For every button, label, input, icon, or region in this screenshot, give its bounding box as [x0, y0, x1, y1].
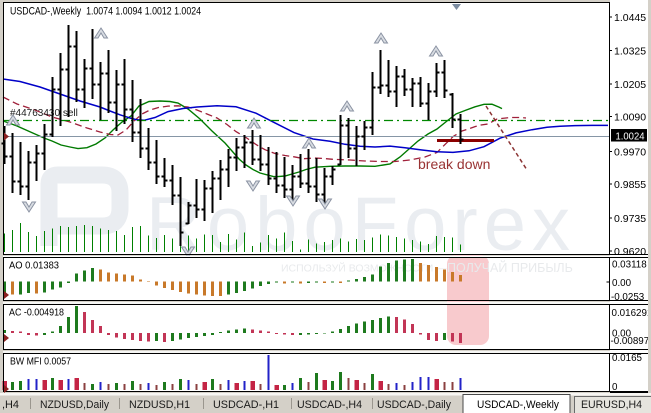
svg-text:-0.00897: -0.00897: [611, 336, 650, 347]
svg-text:AO 0.01383: AO 0.01383: [9, 260, 59, 272]
svg-text:BW MFI 0.0057: BW MFI 0.0057: [10, 356, 71, 368]
svg-text:NZDUSD,H1: NZDUSD,H1: [129, 399, 190, 411]
svg-text:USDCAD-,H1: USDCAD-,H1: [213, 399, 279, 411]
svg-text:,H4: ,H4: [2, 399, 19, 411]
svg-text:0.00: 0.00: [612, 278, 632, 289]
svg-text:0.0165: 0.0165: [612, 353, 643, 364]
svg-text:NZDUSD,Daily: NZDUSD,Daily: [40, 399, 109, 411]
svg-text:0.9620: 0.9620: [614, 246, 646, 258]
svg-text:0.03118: 0.03118: [612, 260, 647, 271]
svg-text:1.0205: 1.0205: [614, 79, 646, 91]
svg-text:ИСПОЛЬЗУЙ ВОЗМОЖНОСТИ —: ИСПОЛЬЗУЙ ВОЗМОЖНОСТИ —: [281, 262, 447, 275]
svg-text:0.9970: 0.9970: [614, 147, 646, 159]
svg-text:-0.0253: -0.0253: [611, 292, 645, 303]
svg-text:EURUSD,H4: EURUSD,H4: [581, 399, 642, 411]
svg-text:0.9735: 0.9735: [614, 213, 646, 225]
svg-text:break down: break down: [418, 156, 490, 172]
svg-text:0.00: 0.00: [612, 328, 632, 339]
svg-text:1.0325: 1.0325: [614, 46, 646, 58]
svg-text:USDCAD-,Weekly 1.0074 1.0094: USDCAD-,Weekly 1.0074 1.0094 1.0012 1.00…: [10, 6, 201, 18]
svg-text:USDCAD-,Weekly: USDCAD-,Weekly: [477, 399, 559, 411]
svg-text:1.0024: 1.0024: [616, 131, 645, 143]
svg-text:#44763430 sell: #44763430 sell: [10, 108, 78, 119]
svg-text:AC -0.004918: AC -0.004918: [9, 307, 64, 319]
svg-text:ПОЛУЧАЙ ПРИБЫЛЬ: ПОЛУЧАЙ ПРИБЫЛЬ: [447, 260, 573, 275]
svg-text:0.9855: 0.9855: [614, 179, 646, 191]
svg-text:RoboForex: RoboForex: [146, 182, 576, 267]
svg-text:0: 0: [612, 382, 618, 393]
svg-text:1.0445: 1.0445: [614, 12, 646, 24]
svg-text:USDCAD-,Daily: USDCAD-,Daily: [377, 399, 451, 411]
svg-text:USDCAD-,H4: USDCAD-,H4: [297, 399, 362, 411]
svg-text:1.0090: 1.0090: [614, 112, 646, 124]
svg-text:0.016291: 0.016291: [612, 308, 651, 319]
